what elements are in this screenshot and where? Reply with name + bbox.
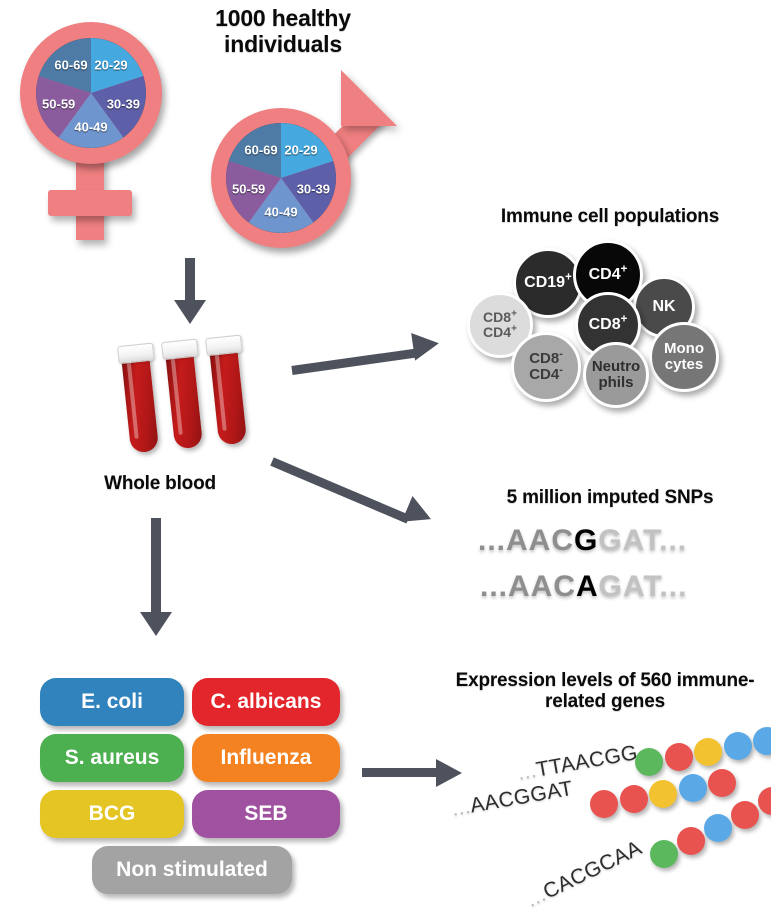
male-age-slice-60-69 (228, 123, 281, 178)
expression-bead (664, 742, 693, 771)
immune-cell-cluster: CD19+ CD4+ NK CD8+ CD4+ CD8+ CD8- CD4- Mono cytes… (455, 240, 771, 420)
female-age-pie: 20-29 30-39 40-49 50-59 60-69 (36, 38, 146, 148)
immune-cell-label: Mono cytes (664, 340, 704, 373)
stimulus-label: S. aureus (64, 746, 160, 769)
male-age-slice-40-49 (248, 178, 314, 233)
snp-variant-base: A (576, 570, 599, 603)
snp-allele-row: ...AACAGAT... (480, 570, 687, 604)
expression-strand-bases: CACGCAA (539, 836, 646, 904)
expression-strand-bases: TTAACGG (534, 741, 640, 782)
stimulus-pill-s-aureus[interactable]: S. aureus (40, 734, 184, 782)
expression-strand-sequence: ...CACGCAA (523, 836, 646, 913)
snp-suffix: GAT... (598, 524, 688, 557)
section-title-immune-cells: Immune cell populations (500, 206, 720, 227)
snp-prefix: ...AAC (480, 570, 576, 603)
expression-bead (649, 779, 678, 808)
female-age-slice-40-49 (58, 93, 124, 148)
stimulus-label: Non stimulated (116, 858, 268, 881)
immune-cell-label: CD8+ CD4+ (483, 308, 517, 340)
stimulus-pill-influenza[interactable]: Influenza (192, 734, 340, 782)
expression-bead (708, 769, 737, 798)
female-age-slice-30-39 (91, 76, 146, 138)
immune-cell-monocytes: Mono cytes (649, 322, 719, 392)
expression-bead (753, 727, 771, 756)
immune-cell-label: CD8- CD4- (529, 348, 563, 383)
whole-blood-tubes (117, 334, 258, 468)
expression-bead (730, 800, 759, 829)
male-age-slice-30-39 (281, 161, 336, 223)
stimulus-pill-c-albicans[interactable]: C. albicans (192, 678, 340, 726)
expression-bead (635, 748, 663, 776)
female-age-slice-20-29 (91, 38, 144, 93)
expression-strands: ...TTAACGG ...AACGGAT ...CACGCAA (450, 727, 771, 920)
expression-bead (619, 784, 648, 813)
snp-variant-base: G (574, 524, 599, 557)
male-arrow-head (341, 70, 397, 126)
male-age-slice-50-59 (226, 161, 281, 223)
immune-cell-cd8-cd4: CD8- CD4- (511, 332, 581, 402)
immune-cell-label: NK (652, 297, 676, 315)
female-age-slice-60-69 (38, 38, 91, 93)
immune-cell-label: CD4+ (588, 263, 628, 283)
page-title-individuals: 1000 healthy individuals (215, 5, 351, 57)
female-age-slice-50-59 (36, 76, 91, 138)
stimulus-label: Influenza (220, 746, 312, 769)
expression-bead (703, 813, 732, 842)
immune-cell-cd4: CD4+ (573, 240, 643, 310)
stimulus-label: C. albicans (210, 690, 322, 713)
female-stem-horizontal (48, 190, 132, 216)
expression-strand-sequence: ...TTAACGG (516, 741, 640, 786)
snp-sequence-block: ...AACGGAT... ...AACAGAT... (478, 524, 758, 624)
expression-bead (757, 787, 771, 816)
immune-cell-neutrophils: Neutro phils (583, 342, 649, 408)
expression-bead (694, 737, 723, 766)
stimulus-pill-seb[interactable]: SEB (192, 790, 340, 838)
expression-bead (676, 826, 705, 855)
section-title-snps: 5 million imputed SNPs (506, 487, 714, 508)
immune-cell-cd8-cd4: CD8+ CD4+ (467, 292, 533, 358)
label-whole-blood: Whole blood (104, 473, 216, 494)
stimulus-pill-bcg[interactable]: BCG (40, 790, 184, 838)
expression-bead (650, 840, 678, 868)
stimulus-pill-non-stimulated[interactable]: Non stimulated (92, 846, 292, 894)
stimulus-label: BCG (88, 802, 136, 825)
male-age-slice-20-29 (281, 123, 334, 178)
male-age-pie: 20-29 30-39 40-49 50-59 60-69 (226, 123, 336, 233)
expression-bead (678, 774, 707, 803)
snp-suffix: GAT... (598, 570, 688, 603)
immune-cell-label: CD19+ (524, 271, 572, 291)
stimulus-label: E. coli (81, 690, 143, 713)
expression-bead (590, 790, 618, 818)
female-symbol-group: 20-29 30-39 40-49 50-59 60-69 (8, 12, 188, 242)
immune-cell-label: Neutro phils (591, 358, 641, 391)
stimulus-label: SEB (244, 802, 288, 825)
expression-strand-sequence: ...AACGGAT (450, 777, 575, 822)
section-title-expression: Expression levels of 560 immune-related … (455, 670, 755, 713)
immune-cell-label: CD8+ (588, 313, 628, 333)
stimulus-pill-e-coli[interactable]: E. coli (40, 678, 184, 726)
stimuli-panel: E. coli C. albicans S. aureus Influenza BCG S… (40, 678, 340, 894)
snp-allele-row: ...AACGGAT... (478, 524, 687, 558)
expression-bead (723, 732, 752, 761)
male-symbol-group: 20-29 30-39 40-49 50-59 60-69 (205, 70, 405, 258)
snp-prefix: ...AAC (478, 524, 574, 557)
